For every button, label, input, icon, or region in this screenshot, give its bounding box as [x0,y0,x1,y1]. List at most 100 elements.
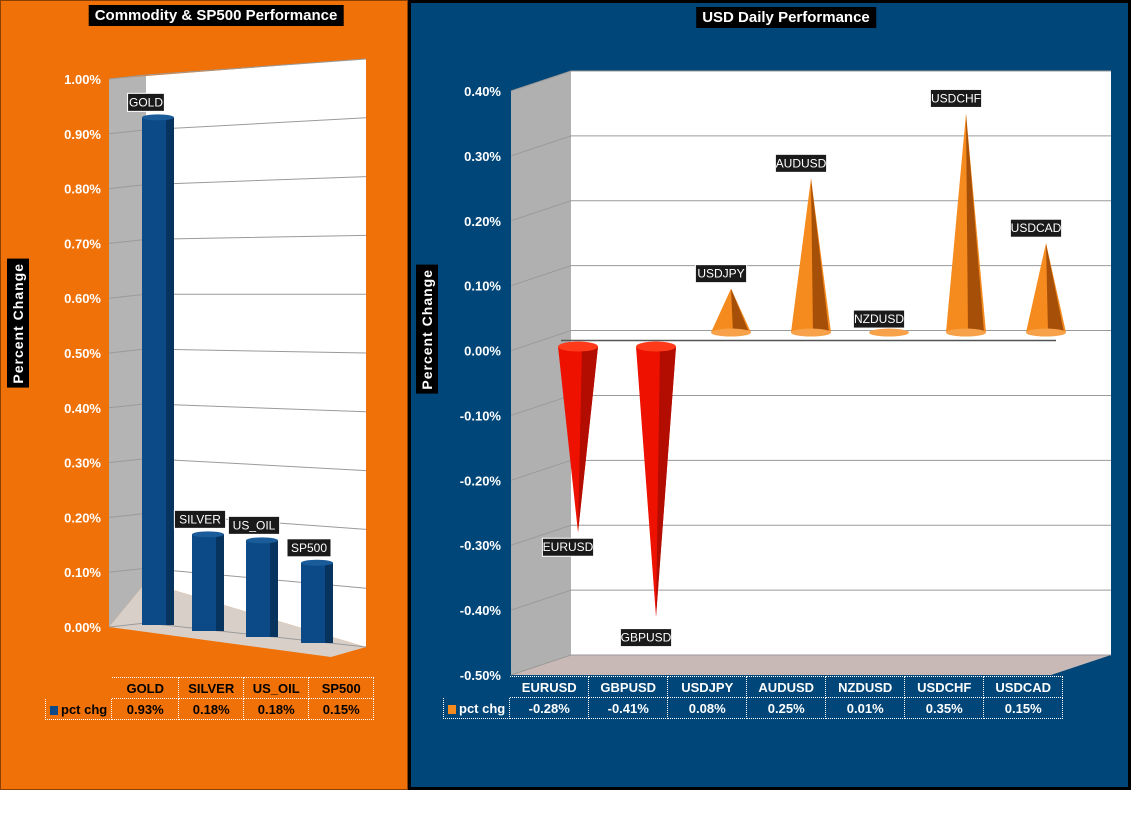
gridline [108,58,367,80]
table-value-cell: 0.18% [178,698,245,720]
cone [946,113,986,337]
cone-base [558,341,598,352]
usd-data-table: EURUSD GBPUSD USDJPY AUDUSD NZDUSD USDCH… [442,676,1064,719]
gridline [510,654,1111,676]
bar-label: US_OIL [227,515,281,535]
table-header-cell: EURUSD [509,676,590,698]
data-label-box [286,538,332,558]
cone-base [711,328,751,337]
cone [711,288,751,337]
y-tick-label: 0.30% [464,149,501,164]
y-tick-label: 0.00% [64,620,101,635]
y-tick-label: 0.30% [64,456,101,471]
bar-label: SILVER [173,509,227,529]
usd-chart-title: USD Daily Performance [696,7,876,28]
gridline [510,265,1111,287]
data-label-box [694,264,748,284]
data-label-text: SP500 [291,541,327,555]
table-series-label: pct chg [459,700,506,716]
table-header-cell: SILVER [178,677,245,699]
y-tick-label: 0.70% [64,236,101,251]
commodity-data-table: GOLD SILVER US_OIL SP500 pct chg 0.93% 0… [44,677,375,720]
data-label-box [929,88,983,108]
table-row: pct chg 0.93% 0.18% 0.18% 0.15% [44,698,375,720]
table-header-cell: USDJPY [667,676,748,698]
data-label-box [541,537,595,557]
cone-shade [1046,243,1064,333]
data-label-text: USDCAD [1011,221,1062,235]
data-label-box [619,628,673,648]
usd-panel: USD Daily Performance Percent Change -0.… [408,0,1131,790]
data-label-text: GOLD [129,95,163,109]
table-value-cell: 0.01% [825,697,906,719]
commodity-chart-title: Commodity & SP500 Performance [88,5,344,26]
bar-side [216,534,224,631]
data-label-box [127,92,165,112]
data-label-text: US_OIL [233,518,276,532]
gridline [510,524,1111,546]
cone-shade [656,346,676,617]
gridline [510,200,1111,222]
back-wall [571,71,1111,655]
table-header-cell: USDCAD [983,676,1064,698]
cone [636,341,676,617]
table-value-cell: 0.18% [243,698,310,720]
bar-label: SP500 [286,538,332,558]
gridline [510,135,1111,157]
commodity-chart: 0.00% 0.10% 0.20% 0.30% 0.40% 0.50% 0.60% 0.70%… [64,58,367,657]
cone [869,328,909,337]
back-wall [146,59,366,647]
y-tick-label: -0.40% [460,603,502,618]
y-tick-label: 0.50% [64,346,101,361]
legend-swatch [448,704,456,714]
legend-swatch [50,705,58,715]
data-label-box [852,309,906,329]
cone-label: AUDUSD [774,153,828,173]
table-value-cell: -0.28% [509,697,590,719]
usd-chart: -0.50% -0.40% -0.30% -0.20% -0.10% 0.00% 0.10%… [460,70,1111,683]
table-header-row: EURUSD GBPUSD USDJPY AUDUSD NZDUSD USDCH… [444,676,1064,698]
table-value-cell: 0.25% [746,697,827,719]
y-tick-label: 0.10% [464,279,501,294]
table-header-cell: GOLD [111,677,180,699]
table-value-cell: 0.15% [983,697,1064,719]
table-header-cell: SP500 [308,677,375,699]
cone-label: NZDUSD [852,309,906,329]
gridline [510,70,1111,92]
gridline [510,589,1111,611]
y-tick-label: 0.90% [64,127,101,142]
cone [1026,243,1066,337]
table-row: pct chg -0.28% -0.41% 0.08% 0.25% 0.01% … [442,697,1064,719]
cone-shade [966,113,984,333]
y-tick-label: 1.00% [64,72,101,87]
bar-top [192,531,224,538]
y-tick-label: -0.10% [460,408,502,423]
data-label-text: EURUSD [543,540,594,554]
data-label-box [173,509,227,529]
bar-side [325,562,333,643]
table-value-cell: 0.93% [111,698,180,720]
table-value-cell: -0.41% [588,697,669,719]
table-value-cell: 0.15% [308,698,375,720]
cone-label: EURUSD [541,537,595,557]
table-corner [444,677,510,698]
cone-shade [578,346,598,533]
cone [558,341,598,533]
y-tick-label: -0.20% [460,473,502,488]
y-tick-label: -0.50% [460,668,502,683]
cone [791,178,831,337]
data-label-text: USDCHF [931,91,981,105]
data-label-box [227,515,281,535]
table-series-label: pct chg [61,701,108,717]
bar-top [142,114,174,121]
y-tick-label: 0.60% [64,291,101,306]
table-series-cell: pct chg [44,698,113,720]
table-header-cell: AUDUSD [746,676,827,698]
cone-label: USDCHF [929,88,983,108]
bar [192,531,224,631]
table-header-cell: GBPUSD [588,676,669,698]
bar-label: GOLD [127,92,165,112]
table-value-cell: 0.08% [667,697,748,719]
table-corner [46,678,112,699]
data-label-text: USDJPY [697,267,744,281]
